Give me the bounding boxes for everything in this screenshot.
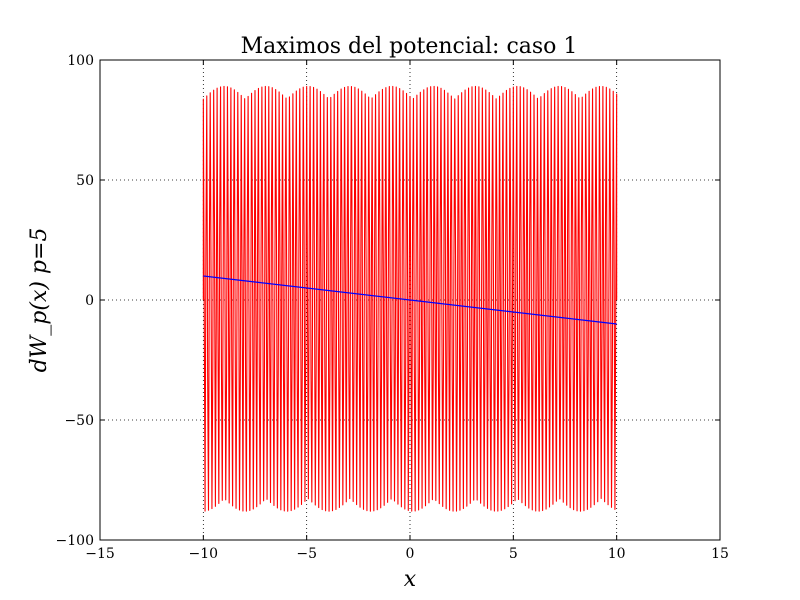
y-axis-label: dW_p(x) p=5 bbox=[27, 228, 52, 373]
x-tick-label: 0 bbox=[406, 546, 415, 562]
x-tick-label: 15 bbox=[711, 546, 729, 562]
x-axis-label: x bbox=[404, 567, 417, 592]
x-tick-label: −5 bbox=[296, 546, 317, 562]
y-tick-label: 50 bbox=[76, 173, 94, 189]
x-tick-label: 10 bbox=[608, 546, 626, 562]
plot-area bbox=[203, 86, 616, 511]
y-tick-label: 100 bbox=[67, 53, 94, 69]
y-tick-labels: −100 −50 0 50 100 bbox=[56, 53, 94, 549]
x-tick-labels: −15 −10 −5 0 5 10 15 bbox=[85, 546, 729, 562]
y-tick-label: −100 bbox=[56, 533, 94, 549]
chart-title: Maximos del potencial: caso 1 bbox=[241, 34, 578, 59]
series-line-red bbox=[203, 86, 616, 511]
y-axis-label-text: dW_p(x) p=5 bbox=[27, 228, 52, 373]
x-tick-label: −10 bbox=[189, 546, 219, 562]
y-tick-label: −50 bbox=[64, 413, 94, 429]
y-tick-label: 0 bbox=[85, 293, 94, 309]
x-tick-label: 5 bbox=[509, 546, 518, 562]
